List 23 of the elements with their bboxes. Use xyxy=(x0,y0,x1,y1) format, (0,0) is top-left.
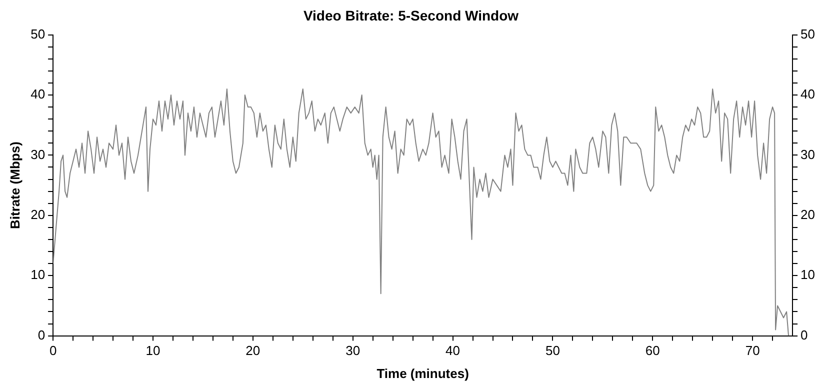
x-tick-label: 50 xyxy=(545,343,560,358)
x-tick-label: 20 xyxy=(246,343,260,358)
x-tick-label: 40 xyxy=(446,343,460,358)
y-tick-label: 30 xyxy=(30,146,46,162)
y-tick-label: 0 xyxy=(38,327,46,342)
x-tick-label: 30 xyxy=(346,343,360,358)
x-axis-title: Time (minutes) xyxy=(376,366,469,381)
y-tick-label: 20 xyxy=(30,206,46,222)
y2-tick-label: 40 xyxy=(800,86,816,102)
x-tick-label: 10 xyxy=(146,343,160,358)
chart-title: Video Bitrate: 5-Second Window xyxy=(303,7,519,24)
y2-tick-label: 20 xyxy=(800,206,816,222)
y2-tick-label: 10 xyxy=(800,267,816,282)
y2-tick-label: 30 xyxy=(800,146,816,162)
y-tick-label: 40 xyxy=(30,86,46,102)
x-tick-label: 70 xyxy=(745,343,760,358)
x-tick-label: 60 xyxy=(645,343,660,358)
y2-tick-label: 0 xyxy=(800,327,808,342)
y2-tick-label: 50 xyxy=(800,26,816,42)
x-tick-label: 0 xyxy=(49,343,57,358)
y-tick-label: 10 xyxy=(30,267,46,282)
y-axis-title: Bitrate (Mbps) xyxy=(7,142,22,229)
y-tick-label: 50 xyxy=(30,26,46,42)
